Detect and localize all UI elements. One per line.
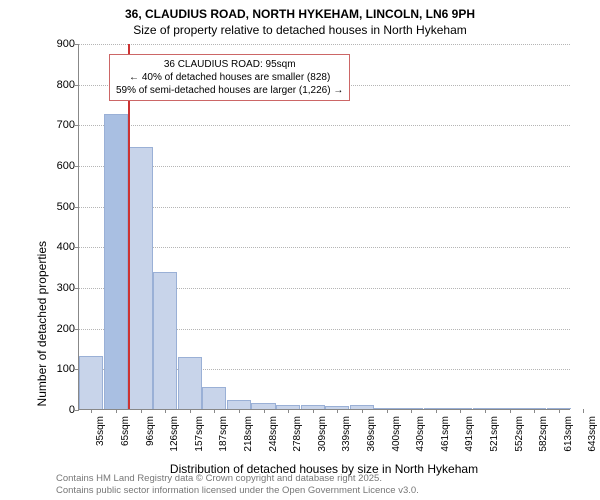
xtick-mark (264, 409, 265, 413)
histogram-bar (128, 147, 152, 409)
xtick-mark (510, 409, 511, 413)
ytick-label: 600 (57, 160, 79, 172)
histogram-bar (79, 356, 103, 409)
xtick-label: 309sqm (317, 416, 328, 452)
xtick-label: 521sqm (489, 416, 500, 452)
xtick-label: 96sqm (145, 416, 156, 446)
xtick-mark (141, 409, 142, 413)
subject-callout: 36 CLAUDIUS ROAD: 95sqm← 40% of detached… (109, 54, 350, 101)
plot-inner: 010020030040050060070080090035sqm65sqm96… (79, 44, 570, 409)
xtick-label: 35sqm (95, 416, 106, 446)
xtick-mark (91, 409, 92, 413)
histogram-bar (178, 357, 202, 409)
xtick-label: 582sqm (538, 416, 549, 452)
xtick-mark (214, 409, 215, 413)
xtick-label: 65sqm (120, 416, 131, 446)
xtick-mark (583, 409, 584, 413)
xtick-label: 430sqm (415, 416, 426, 452)
ytick-label: 800 (57, 79, 79, 91)
histogram-bar (104, 114, 128, 409)
xtick-mark (313, 409, 314, 413)
title-line1: 36, CLAUDIUS ROAD, NORTH HYKEHAM, LINCOL… (0, 6, 600, 22)
ytick-label: 300 (57, 282, 79, 294)
xtick-label: 613sqm (563, 416, 574, 452)
ytick-label: 900 (57, 38, 79, 50)
xtick-mark (116, 409, 117, 413)
xtick-mark (387, 409, 388, 413)
xtick-mark (411, 409, 412, 413)
gridline (79, 247, 570, 248)
xtick-label: 126sqm (169, 416, 180, 452)
xtick-mark (362, 409, 363, 413)
footer-line1: Contains HM Land Registry data © Crown c… (56, 473, 419, 485)
xtick-label: 339sqm (341, 416, 352, 452)
plot-region: 010020030040050060070080090035sqm65sqm96… (78, 44, 570, 410)
attribution-footer: Contains HM Land Registry data © Crown c… (56, 473, 419, 497)
gridline (79, 125, 570, 126)
gridline (79, 44, 570, 45)
xtick-mark (288, 409, 289, 413)
xtick-mark (337, 409, 338, 413)
callout-line2: ← 40% of detached houses are smaller (82… (116, 71, 343, 84)
xtick-label: 643sqm (587, 416, 598, 452)
xtick-mark (190, 409, 191, 413)
gridline (79, 166, 570, 167)
xtick-label: 369sqm (366, 416, 377, 452)
xtick-mark (460, 409, 461, 413)
y-axis-label: Number of detached properties (35, 241, 49, 406)
ytick-label: 200 (57, 323, 79, 335)
title-line2: Size of property relative to detached ho… (0, 22, 600, 38)
xtick-label: 491sqm (464, 416, 475, 452)
xtick-label: 187sqm (218, 416, 229, 452)
callout-line1: 36 CLAUDIUS ROAD: 95sqm (116, 58, 343, 71)
xtick-mark (239, 409, 240, 413)
xtick-label: 461sqm (440, 416, 451, 452)
chart-title-block: 36, CLAUDIUS ROAD, NORTH HYKEHAM, LINCOL… (0, 0, 600, 38)
footer-line2: Contains public sector information licen… (56, 485, 419, 497)
xtick-mark (534, 409, 535, 413)
callout-line3: 59% of semi-detached houses are larger (… (116, 84, 343, 97)
xtick-label: 278sqm (292, 416, 303, 452)
xtick-mark (436, 409, 437, 413)
ytick-label: 100 (57, 363, 79, 375)
chart-area: Number of detached properties 0100200300… (50, 44, 570, 438)
xtick-label: 248sqm (268, 416, 279, 452)
xtick-label: 552sqm (514, 416, 525, 452)
xtick-label: 218sqm (243, 416, 254, 452)
ytick-label: 500 (57, 201, 79, 213)
ytick-label: 700 (57, 119, 79, 131)
ytick-label: 0 (69, 404, 79, 416)
gridline (79, 207, 570, 208)
xtick-mark (165, 409, 166, 413)
xtick-mark (559, 409, 560, 413)
xtick-label: 400sqm (391, 416, 402, 452)
xtick-mark (485, 409, 486, 413)
xtick-label: 157sqm (194, 416, 205, 452)
ytick-label: 400 (57, 241, 79, 253)
histogram-bar (153, 272, 177, 409)
histogram-bar (202, 387, 226, 409)
histogram-bar (227, 400, 251, 409)
